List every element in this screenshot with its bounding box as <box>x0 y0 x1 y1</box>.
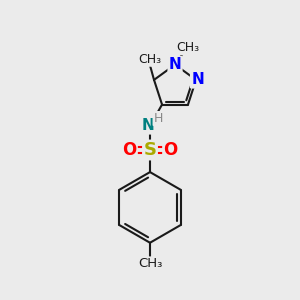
Text: S: S <box>143 141 157 159</box>
Text: N: N <box>169 57 182 72</box>
Text: O: O <box>164 141 178 159</box>
Text: N: N <box>191 72 204 87</box>
Text: N: N <box>141 118 154 134</box>
Text: CH₃: CH₃ <box>138 53 161 66</box>
Text: CH₃: CH₃ <box>176 41 199 54</box>
Text: H: H <box>154 112 163 125</box>
Text: O: O <box>122 141 136 159</box>
Text: CH₃: CH₃ <box>138 257 162 271</box>
